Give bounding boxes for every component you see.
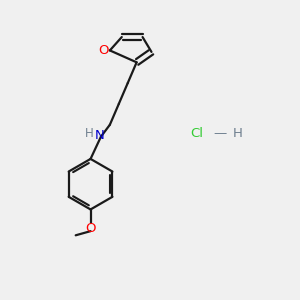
Text: H: H bbox=[233, 127, 243, 140]
Text: Cl: Cl bbox=[190, 127, 203, 140]
Text: N: N bbox=[94, 129, 104, 142]
Text: O: O bbox=[98, 44, 109, 57]
Text: O: O bbox=[85, 222, 96, 235]
Text: —: — bbox=[213, 127, 226, 140]
Text: H: H bbox=[85, 127, 94, 140]
